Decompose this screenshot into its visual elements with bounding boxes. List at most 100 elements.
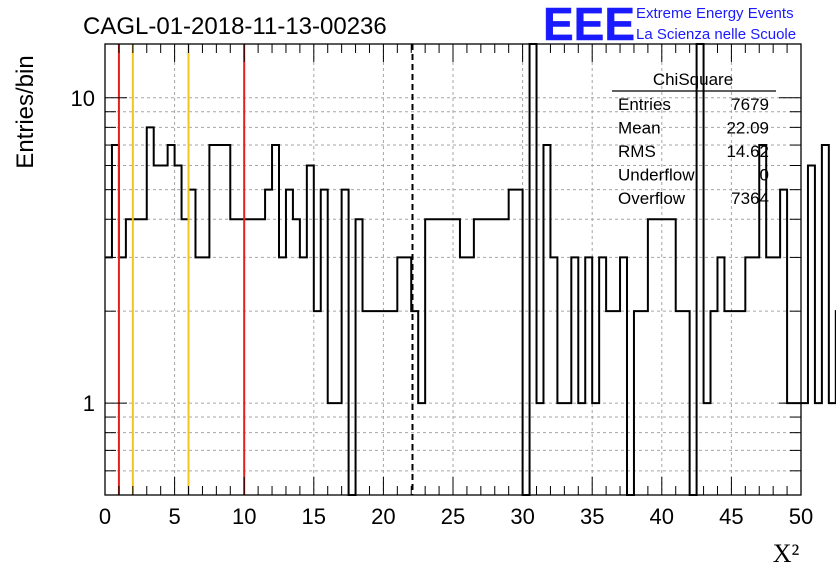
histogram-bin: [223, 145, 230, 495]
histogram-bin: [717, 257, 724, 495]
stats-entries-label: Entries: [618, 95, 671, 114]
y-axis-label: Entries/bin: [12, 55, 39, 168]
histogram-bin: [397, 257, 404, 495]
histogram-bin: [550, 257, 557, 495]
logo-line-2: La Scienza nelle Scuole: [636, 26, 796, 43]
y-tick-label: 1: [83, 391, 95, 416]
histogram-bin: [516, 190, 523, 495]
histogram-bin: [773, 257, 780, 495]
axis-tick-labels: 1 10 0 5 10 15 20 25 30 35 40 45 50: [71, 86, 814, 529]
histogram-bin: [286, 190, 293, 495]
stats-mean-value: 22.09: [726, 119, 769, 138]
histogram-bin: [300, 257, 307, 495]
histogram-bin: [669, 219, 676, 495]
histogram-bin: [829, 403, 836, 495]
x-axis-label: X²: [773, 539, 800, 568]
histogram-bin: [216, 145, 223, 495]
histogram-bin: [571, 257, 578, 495]
x-tick-label: 35: [580, 504, 604, 529]
histogram-bin: [258, 219, 265, 495]
histogram-bin: [808, 166, 815, 495]
histogram-bin: [307, 166, 314, 495]
x-tick-label: 0: [99, 504, 111, 529]
stats-box: ChiSquare Entries 7679 Mean 22.09 RMS 14.62 Un…: [612, 70, 776, 208]
histogram-bin: [467, 257, 474, 495]
histogram-bin: [112, 145, 119, 495]
histogram-bin: [126, 219, 133, 495]
histogram-bin: [620, 257, 627, 495]
histogram-bin: [272, 145, 279, 495]
histogram-bin: [175, 166, 182, 495]
histogram-bin: [780, 190, 787, 495]
stats-entries-value: 7679: [731, 95, 769, 114]
histogram-bin: [189, 190, 196, 495]
histogram-bin: [474, 219, 481, 495]
stats-rms-label: RMS: [618, 142, 656, 161]
stats-underflow-value: 0: [760, 166, 769, 185]
histogram-bin: [265, 190, 272, 495]
y-tick-label: 10: [71, 86, 95, 111]
logo-line-1: Extreme Energy Events: [636, 5, 794, 22]
logo-mark: EEE: [543, 0, 635, 50]
histogram-bin: [460, 257, 467, 495]
histogram-bin: [195, 257, 202, 495]
stats-title: ChiSquare: [653, 70, 733, 89]
histogram-bin: [815, 403, 822, 495]
histogram-bin: [133, 219, 140, 495]
histogram-bin: [293, 219, 300, 495]
histogram-bin: [439, 219, 446, 495]
histogram-bin: [745, 257, 752, 495]
histogram-bin: [404, 257, 411, 495]
histogram-bin: [446, 219, 453, 495]
x-tick-label: 30: [510, 504, 534, 529]
histogram-bin: [161, 166, 168, 495]
histogram-bin: [453, 219, 460, 495]
histogram-bin: [105, 257, 112, 495]
histogram-bin: [766, 257, 773, 495]
stats-mean-label: Mean: [618, 119, 661, 138]
stats-rms-value: 14.62: [726, 142, 769, 161]
histogram-bin: [140, 219, 147, 495]
histogram-bin: [655, 219, 662, 495]
histogram-bin: [119, 257, 126, 495]
x-tick-label: 50: [789, 504, 813, 529]
histogram-bin: [599, 257, 606, 495]
histogram-bin: [425, 219, 432, 495]
histogram-bin: [495, 219, 502, 495]
histogram-bin: [801, 403, 808, 495]
histogram-bin: [502, 219, 509, 495]
x-tick-label: 45: [719, 504, 743, 529]
marker-lines: [117, 44, 414, 495]
histogram-bin: [279, 257, 286, 495]
histogram-bin: [488, 219, 495, 495]
stats-overflow-label: Overflow: [618, 189, 686, 208]
histogram-bin: [543, 145, 550, 495]
x-tick-label: 40: [650, 504, 674, 529]
histogram-outline: [105, 43, 836, 496]
histogram-bin: [237, 219, 244, 495]
histogram-bin: [251, 219, 258, 495]
histogram-bin: [662, 219, 669, 495]
x-tick-label: 15: [302, 504, 326, 529]
histogram-bin: [209, 145, 216, 495]
axis-ticks: [104, 44, 802, 495]
eee-logo: EEE Extreme Energy Events La Scienza nel…: [543, 0, 796, 50]
x-tick-label: 10: [232, 504, 256, 529]
histogram-bin: [244, 219, 251, 495]
chart-title: CAGL-01-2018-11-13-00236: [83, 13, 387, 40]
histogram-bin: [585, 257, 592, 495]
stats-overflow-value: 7364: [731, 189, 769, 208]
histogram-bin: [202, 257, 209, 495]
histogram-bin: [481, 219, 488, 495]
histogram-bin: [822, 145, 829, 495]
histogram-bin: [168, 145, 175, 495]
histogram-bin: [432, 219, 439, 495]
x-tick-label: 5: [168, 504, 180, 529]
histogram-bin: [342, 190, 349, 495]
histogram: [105, 43, 836, 496]
x-tick-label: 20: [371, 504, 395, 529]
histogram-bin: [154, 166, 161, 495]
histogram-bin: [509, 190, 516, 495]
histogram-bin: [356, 219, 363, 495]
